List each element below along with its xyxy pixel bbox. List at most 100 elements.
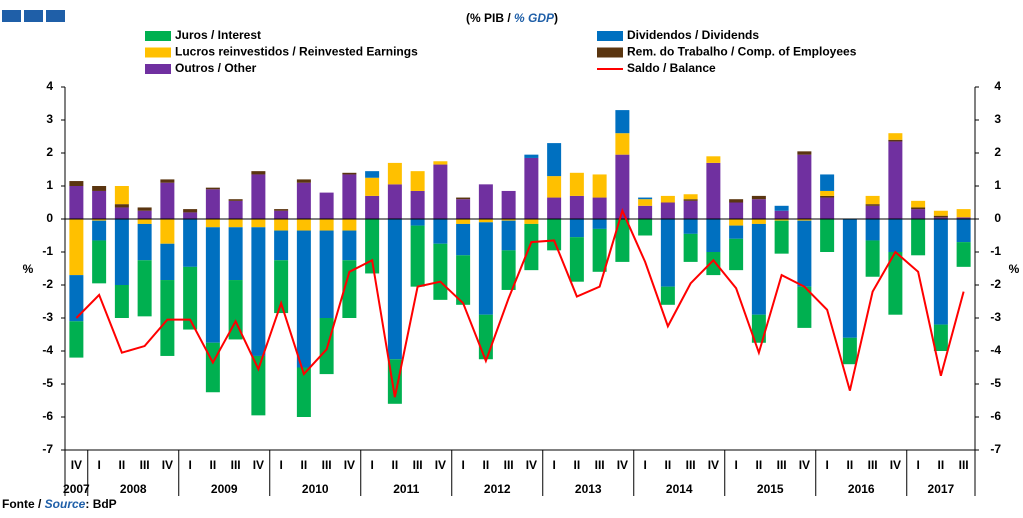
bar-segment	[683, 194, 698, 200]
y2-tick-label: -7	[990, 442, 1001, 456]
bar-segment	[69, 219, 84, 276]
bar-segment	[137, 210, 152, 219]
bar-segment	[524, 157, 539, 219]
x-tick-label: II	[938, 458, 945, 472]
legend-label: Outros / Other	[175, 61, 257, 75]
y2-tick-label: -4	[990, 343, 1001, 357]
bar-segment	[478, 184, 493, 219]
bar-segment	[751, 195, 766, 200]
legend-label: Lucros reinvestidos / Reinvested Earning…	[175, 45, 418, 59]
y-tick-label: 4	[46, 79, 53, 93]
bar-segment	[137, 207, 152, 211]
x-tick-label: IV	[617, 458, 628, 472]
bar-segment	[797, 154, 812, 219]
bar-segment	[456, 255, 471, 305]
year-label: 2008	[120, 482, 147, 496]
year-label: 2015	[757, 482, 784, 496]
bar-segment	[842, 219, 857, 338]
bar-segment	[820, 197, 835, 219]
bar-segment	[160, 219, 175, 244]
bar-segment	[342, 260, 357, 318]
bar-segment	[569, 195, 584, 219]
bar-segment	[410, 219, 425, 226]
legend-swatch	[597, 47, 623, 58]
bar-segment	[160, 280, 175, 356]
bar-segment	[92, 220, 107, 241]
bar-segment	[114, 207, 129, 219]
x-tick-label: II	[574, 458, 581, 472]
bar-segment	[319, 219, 334, 231]
bar-segment	[228, 280, 243, 340]
bar-segment	[956, 209, 971, 218]
bar-segment	[569, 219, 584, 238]
legend-label: Dividendos / Dividends	[627, 28, 759, 42]
bar-segment	[820, 174, 835, 191]
year-label: 2016	[848, 482, 875, 496]
legend-swatch	[597, 31, 623, 41]
bar-segment	[365, 219, 380, 274]
bar-segment	[114, 186, 129, 205]
bar-segment	[638, 197, 653, 200]
bar-segment	[251, 355, 266, 416]
bar-segment	[114, 204, 129, 208]
bar-segment	[183, 266, 198, 330]
bar-segment	[183, 219, 198, 267]
x-tick-label: I	[97, 458, 100, 472]
x-tick-label: I	[825, 458, 828, 472]
source: Fonte / Source: BdP	[2, 497, 117, 511]
x-tick-label: IV	[526, 458, 537, 472]
x-tick-label: IV	[435, 458, 446, 472]
x-tick-label: III	[959, 458, 969, 472]
bar-segment	[456, 223, 471, 256]
bar-segment	[797, 219, 812, 221]
bar-segment	[683, 233, 698, 262]
year-label: 2012	[484, 482, 511, 496]
bar-segment	[888, 252, 903, 315]
bar-segment	[296, 367, 311, 417]
bar-segment	[433, 219, 448, 244]
bar-segment	[160, 243, 175, 281]
legend-swatch	[145, 31, 171, 41]
bar-segment	[183, 212, 198, 219]
bar-segment	[751, 219, 766, 224]
bar-segment	[592, 228, 607, 272]
bar-segment	[251, 227, 266, 356]
legend-label: Juros / Interest	[175, 28, 261, 42]
bar-segment	[410, 225, 425, 287]
bar-segment	[342, 219, 357, 231]
bar-segment	[751, 199, 766, 219]
y-tick-label: -6	[42, 409, 53, 423]
bar-segment	[660, 202, 675, 219]
year-label: 2011	[393, 482, 419, 496]
bar-segment	[660, 219, 675, 287]
bar-segment	[92, 190, 107, 219]
bar-segment	[774, 219, 789, 221]
bar-segment	[638, 219, 653, 236]
x-tick-label: I	[461, 458, 464, 472]
bar-segment	[547, 197, 562, 219]
bar-segment	[569, 237, 584, 282]
x-tick-label: III	[595, 458, 605, 472]
x-tick-label: I	[188, 458, 191, 472]
bar-segment	[433, 243, 448, 300]
bar-segment	[524, 223, 539, 271]
bar-segment	[274, 210, 289, 219]
year-label: 2009	[211, 482, 238, 496]
bar-segment	[205, 219, 220, 228]
bar-segment	[660, 286, 675, 305]
bar-segment	[592, 174, 607, 198]
x-tick-label: IV	[890, 458, 901, 472]
bar-segment	[342, 230, 357, 261]
y-tick-label: 3	[46, 112, 53, 126]
bar-segment	[797, 286, 812, 328]
bar-segment	[888, 133, 903, 140]
bar-segment	[615, 154, 630, 219]
legend-swatch	[145, 47, 171, 58]
bar-segment	[774, 220, 789, 254]
x-tick-label: IV	[344, 458, 355, 472]
bar-segment	[251, 219, 266, 228]
bar-segment	[933, 215, 948, 218]
bar-segment	[615, 219, 630, 262]
bar-segment	[888, 219, 903, 252]
bar-segment	[365, 171, 380, 178]
